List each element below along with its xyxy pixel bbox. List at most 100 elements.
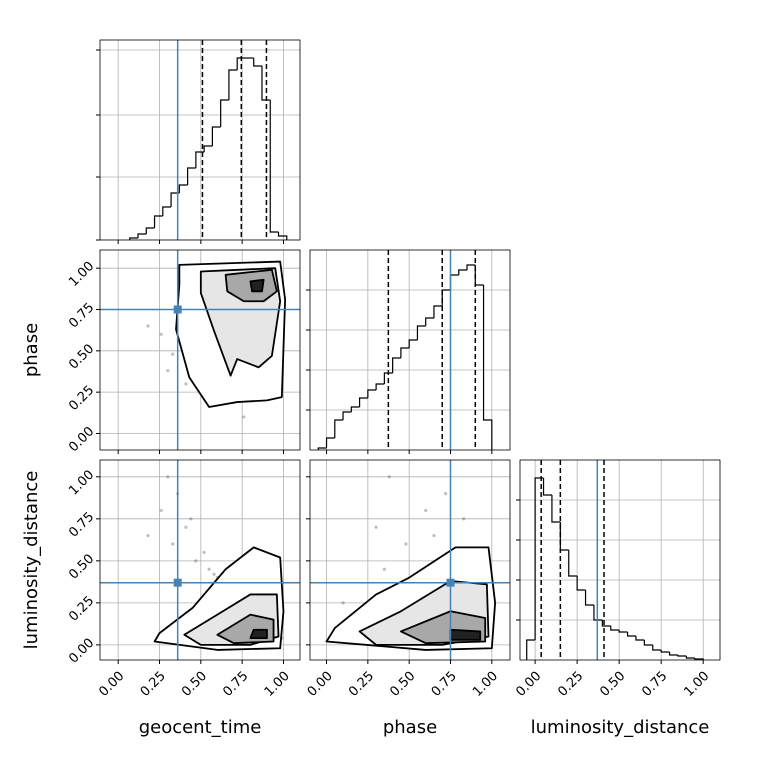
sample-point	[166, 369, 170, 373]
panel	[310, 250, 510, 450]
histogram-bin	[153, 215, 163, 228]
sample-point	[242, 415, 246, 419]
histogram-bin	[367, 389, 377, 398]
histogram-bin	[261, 66, 271, 101]
x-tick-label: 0.50	[597, 669, 628, 700]
contour	[449, 628, 482, 641]
histogram-bin	[325, 437, 335, 448]
histogram-bin	[162, 206, 172, 216]
histogram-bin	[635, 636, 645, 641]
sample-point	[166, 475, 170, 479]
sample-point	[404, 542, 408, 546]
contour	[249, 628, 268, 640]
histogram-bin	[694, 658, 704, 660]
y-tick-label: 0.25	[66, 594, 97, 625]
histogram-bin	[350, 406, 360, 412]
histogram-bin	[317, 447, 327, 450]
histogram-bin	[203, 145, 213, 152]
histogram-bin	[170, 192, 180, 207]
histogram-bin	[211, 126, 221, 146]
sample-point	[146, 534, 150, 538]
histogram-bin	[618, 630, 628, 633]
histogram-bin	[236, 57, 246, 70]
panel-frame	[99, 249, 301, 451]
y-axis-label: luminosity_distance	[21, 471, 42, 650]
panel-frame	[519, 459, 721, 661]
sample-point	[184, 382, 188, 386]
panel-frame	[99, 39, 301, 241]
x-tick-label: 0.25	[346, 669, 377, 700]
contour	[249, 278, 265, 293]
truth-marker	[173, 305, 182, 314]
histogram-bin	[129, 237, 139, 240]
panel	[100, 460, 300, 660]
y-tick-label: 0.50	[66, 552, 97, 583]
x-tick-label: 0.00	[96, 669, 127, 700]
histogram-bin	[593, 605, 603, 621]
sample-point	[159, 332, 163, 336]
sample-point	[387, 475, 391, 479]
histogram-bin	[449, 274, 459, 290]
x-tick-label: 0.75	[429, 669, 460, 700]
histogram-bin	[668, 652, 678, 656]
sample-point	[171, 352, 175, 356]
x-tick-label: 0.25	[555, 669, 586, 700]
sample-point	[462, 517, 466, 521]
sample-point	[432, 534, 436, 538]
histogram-bin	[677, 655, 687, 657]
histogram-bin	[482, 285, 493, 450]
sample-point	[443, 492, 448, 496]
x-axis-label: geocent_time	[139, 717, 262, 738]
histogram-bin	[408, 339, 418, 348]
x-tick-label: 0.50	[387, 669, 418, 700]
y-tick-label: 1.00	[66, 468, 97, 499]
histogram-bin	[416, 325, 426, 340]
sample-point	[374, 525, 378, 529]
x-tick-label: 0.75	[639, 669, 670, 700]
y-tick-label: 1.00	[66, 259, 97, 290]
sample-point	[184, 525, 188, 529]
histogram-bin	[559, 522, 569, 551]
y-tick-label: 0.00	[66, 424, 97, 455]
histogram-bin	[392, 357, 401, 373]
x-tick-label: 0.25	[138, 669, 169, 700]
histogram-bin	[652, 645, 662, 651]
histogram-bin	[626, 632, 636, 637]
y-tick-label: 0.75	[66, 300, 97, 331]
y-tick-label: 0.00	[66, 636, 97, 667]
sample-point	[171, 542, 175, 546]
y-tick-label: 0.75	[66, 510, 97, 541]
histogram-bin	[375, 383, 385, 390]
sample-point	[146, 324, 150, 328]
panel-frame	[309, 249, 511, 451]
x-tick-label: 1.00	[681, 669, 712, 700]
histogram-bin	[220, 99, 229, 127]
truth-marker	[446, 578, 455, 587]
panel	[100, 250, 300, 450]
truth-marker	[173, 578, 182, 587]
sample-point	[202, 550, 206, 555]
histogram-bin	[178, 184, 188, 193]
histogram-bin	[441, 289, 451, 306]
sample-point	[341, 601, 345, 605]
y-tick-label: 0.50	[66, 342, 97, 373]
histogram-bin	[610, 626, 620, 631]
histogram-bin	[358, 397, 368, 407]
histogram-bin	[458, 269, 468, 275]
histogram-bin	[228, 69, 238, 100]
histogram-bin	[643, 640, 653, 646]
sample-point	[159, 508, 163, 513]
panel	[520, 460, 720, 660]
x-axis-label: luminosity_distance	[531, 717, 710, 738]
sample-point	[424, 508, 428, 513]
histogram-bin	[601, 620, 611, 627]
histogram-bin	[400, 347, 410, 358]
histogram-bin	[433, 305, 443, 318]
histogram-bin	[187, 167, 196, 185]
histogram-bin	[568, 550, 578, 577]
histogram-bin	[534, 477, 544, 640]
histogram-bin	[542, 478, 552, 496]
histogram-bin	[269, 100, 279, 233]
panel	[310, 460, 510, 660]
